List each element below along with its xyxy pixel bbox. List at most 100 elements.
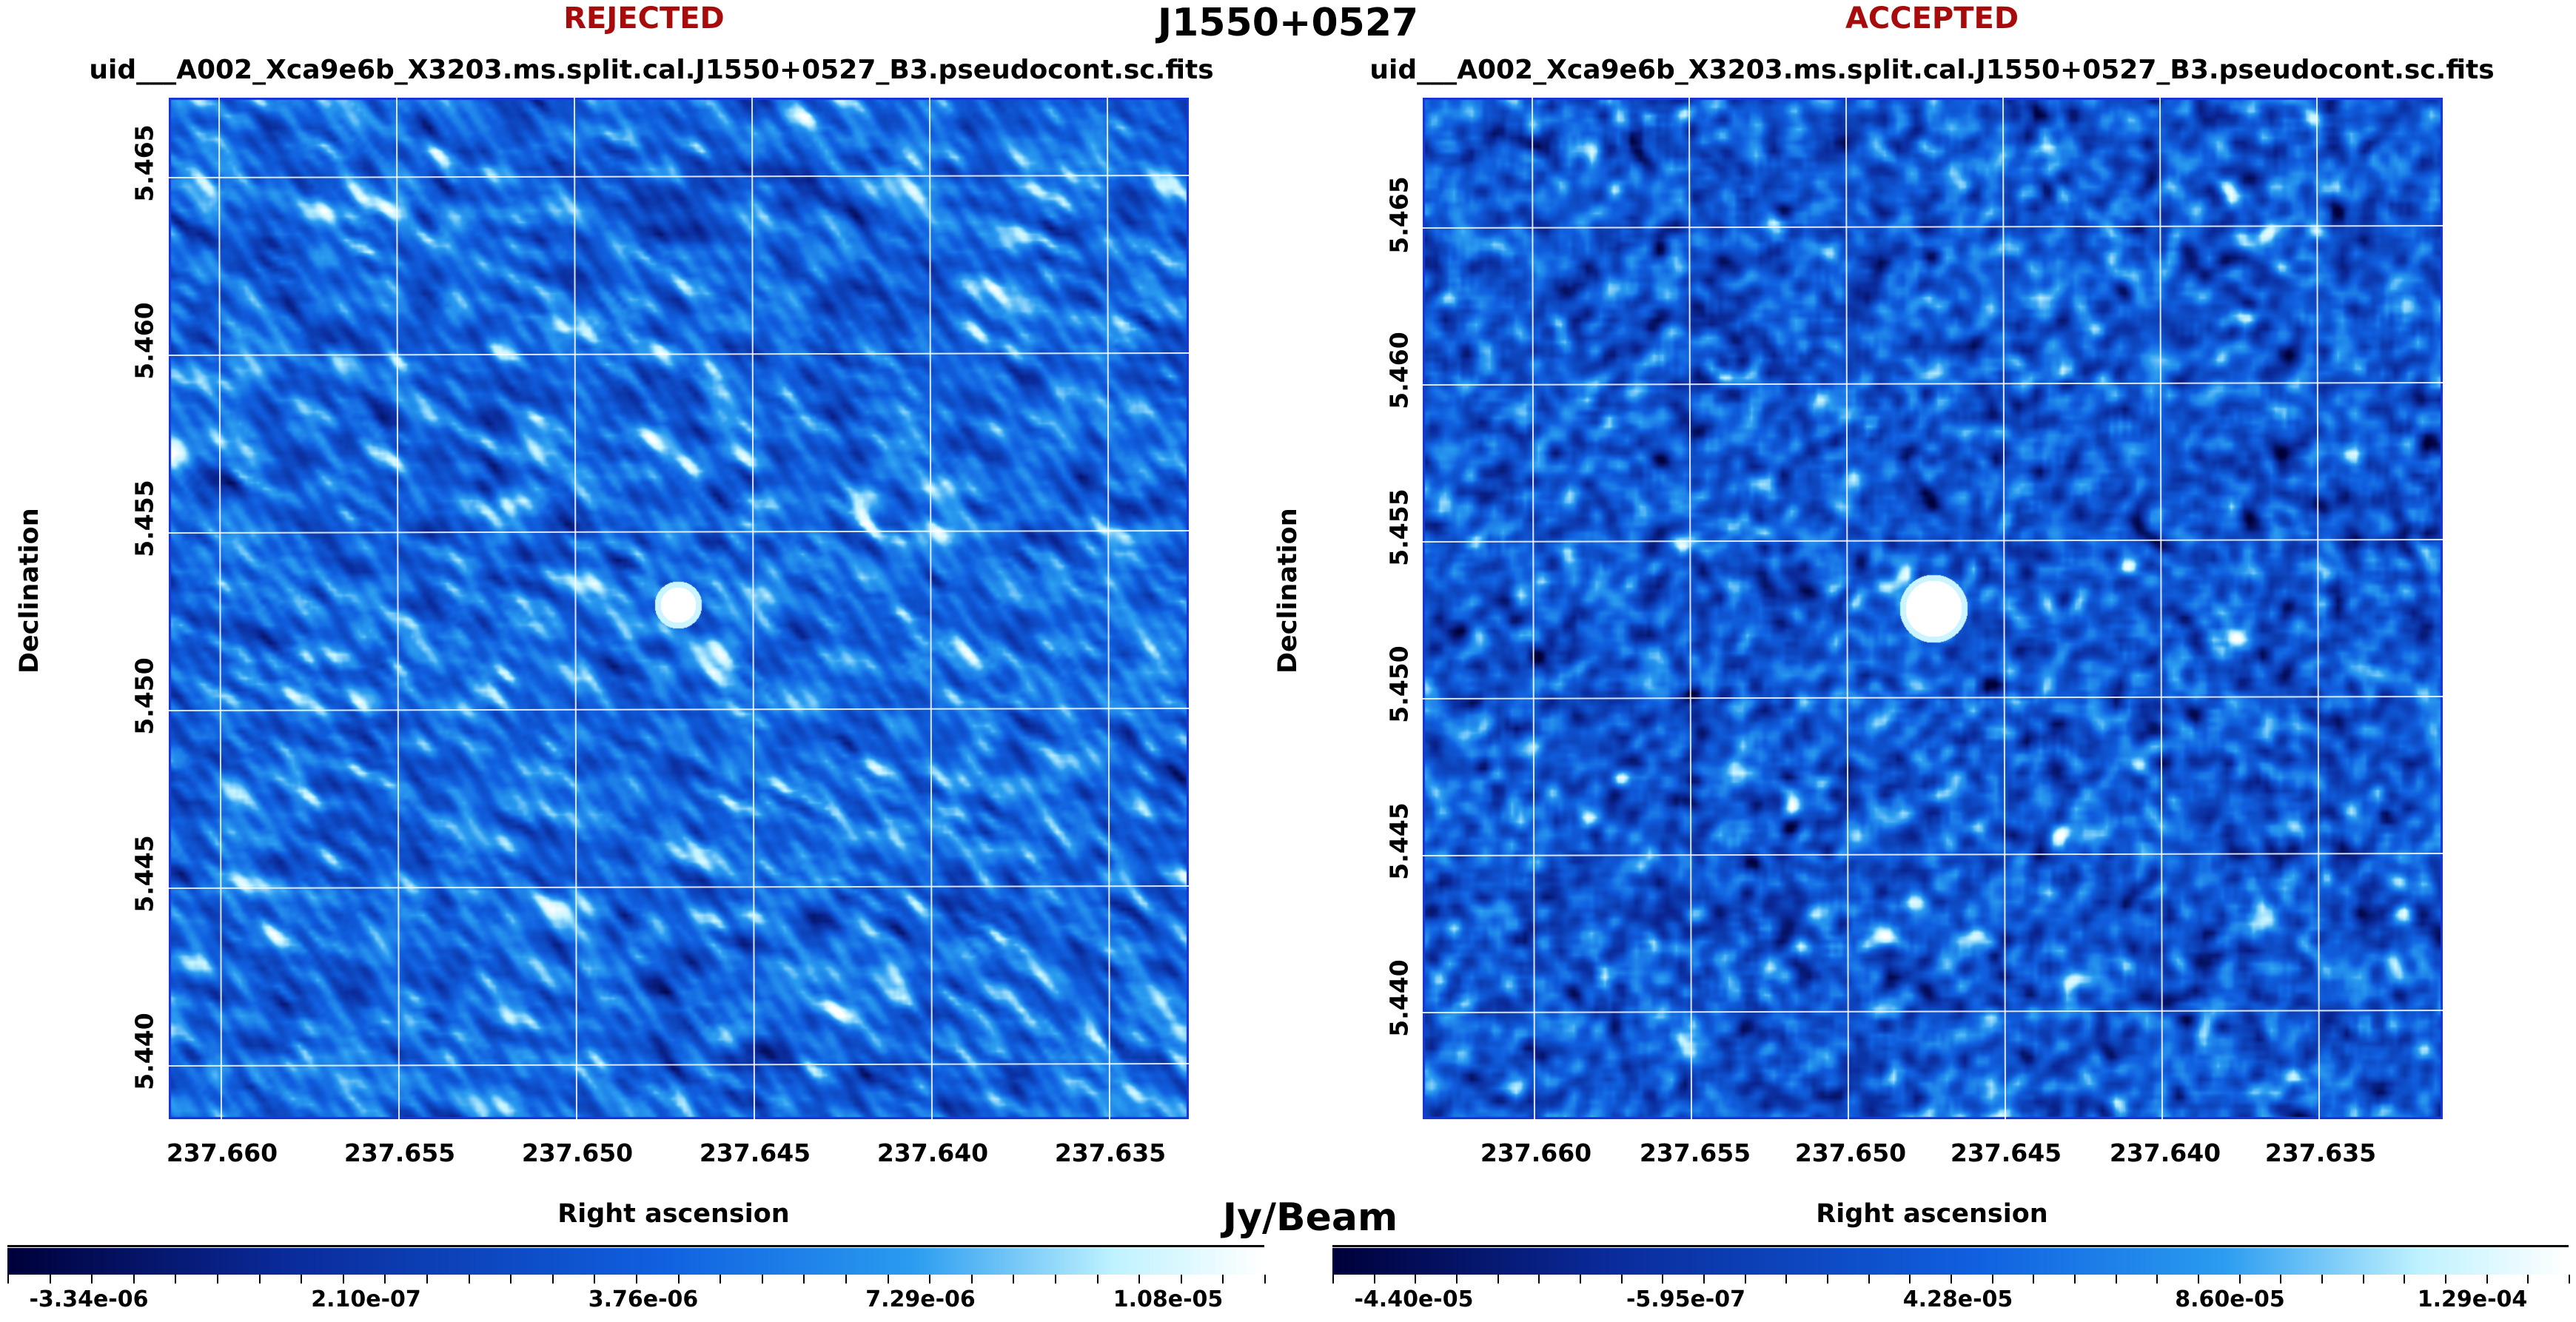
colorbar-tick-mark	[1703, 1275, 1705, 1284]
y-tick-label: 5.450	[130, 657, 159, 735]
grid-line-horizontal	[169, 352, 1189, 356]
y-tick-label: 5.445	[130, 835, 159, 913]
colorbar-tick-mark	[1580, 1275, 1581, 1284]
colorbar-tick-mark	[2156, 1275, 2159, 1284]
colorbar-unit-label: Jy/Beam	[1222, 1195, 1398, 1240]
colorbar-tick-mark	[1620, 1275, 1623, 1284]
x-tick-label: 237.655	[1639, 1138, 1751, 1167]
left-image-panel	[169, 98, 1189, 1119]
colorbar-tick-mark	[1373, 1275, 1375, 1284]
colorbar-tick-mark	[1096, 1275, 1099, 1284]
colorbar-tick-mark	[677, 1275, 680, 1284]
colorbar-tick-label: -3.34e-06	[29, 1286, 149, 1312]
grid-line-vertical	[1107, 98, 1110, 1119]
grid-line-vertical	[2316, 98, 2320, 1119]
accepted-label: ACCEPTED	[1845, 1, 2019, 36]
right-ylabel: Declination	[1273, 508, 1303, 674]
right-filename: uid___A002_Xca9e6b_X3203.ms.split.cal.J1…	[1369, 55, 2495, 85]
colorbar-tick-mark	[468, 1275, 470, 1284]
y-tick-label: 5.455	[130, 480, 159, 557]
right-coordinate-grid	[1423, 98, 2443, 1119]
colorbar-tick-mark	[929, 1275, 931, 1284]
colorbar-tick-mark	[301, 1275, 303, 1284]
y-tick-label: 5.450	[1384, 645, 1414, 723]
colorbar-tick-mark	[258, 1275, 261, 1284]
colorbar-tick-mark	[7, 1275, 9, 1284]
x-tick-label: 237.650	[1794, 1138, 1907, 1167]
right-colorbar	[1332, 1248, 2569, 1275]
grid-line-horizontal	[1423, 853, 2443, 856]
colorbar-tick-mark	[1662, 1275, 1664, 1284]
grid-line-vertical	[751, 98, 755, 1119]
grid-line-horizontal	[169, 1063, 1189, 1067]
grid-line-horizontal	[1423, 225, 2443, 229]
colorbar-tick-mark	[845, 1275, 847, 1284]
left-xlabel: Right ascension	[557, 1199, 790, 1229]
colorbar-tick-mark	[2569, 1275, 2570, 1284]
grid-line-vertical	[574, 98, 577, 1119]
colorbar-tick-mark	[2115, 1275, 2117, 1284]
colorbar-tick-mark	[1332, 1275, 1334, 1284]
right-xlabel: Right ascension	[1816, 1199, 2048, 1229]
y-tick-label: 5.460	[130, 302, 159, 380]
colorbar-tick-mark	[2238, 1275, 2241, 1284]
colorbar-tick-mark	[1785, 1275, 1788, 1284]
y-tick-label: 5.440	[130, 1013, 159, 1090]
colorbar-tick-label: 7.29e-06	[865, 1286, 976, 1312]
y-tick-label: 5.455	[1384, 489, 1414, 566]
grid-line-vertical	[1532, 98, 1535, 1119]
x-tick-label: 237.635	[1054, 1138, 1167, 1167]
colorbar-tick-mark	[1868, 1275, 1870, 1284]
colorbar-tick-mark	[2198, 1275, 2199, 1284]
grid-line-horizontal	[169, 708, 1189, 711]
colorbar-tick-mark	[2280, 1275, 2282, 1284]
grid-line-vertical	[1845, 98, 1849, 1119]
right-radio-image	[1423, 98, 2443, 1119]
colorbar-tick-mark	[720, 1275, 722, 1284]
colorbar-tick-mark	[1991, 1275, 1993, 1284]
colorbar-tick-mark	[1055, 1275, 1056, 1284]
colorbar-tick-mark	[551, 1275, 554, 1284]
x-tick-label: 237.655	[343, 1138, 456, 1167]
colorbar-tick-mark	[384, 1275, 386, 1284]
colorbar-tick-mark	[1909, 1275, 1911, 1284]
colorbar-tick-mark	[426, 1275, 428, 1284]
grid-line-horizontal	[1423, 539, 2443, 543]
colorbar-tick-mark	[510, 1275, 512, 1284]
y-tick-label: 5.460	[1384, 332, 1414, 409]
grid-line-horizontal	[1423, 382, 2443, 386]
grid-line-horizontal	[1423, 696, 2443, 699]
grid-line-vertical	[929, 98, 933, 1119]
x-tick-label: 237.640	[2109, 1138, 2221, 1167]
colorbar-tick-mark	[2486, 1275, 2488, 1284]
grid-line-horizontal	[169, 530, 1189, 534]
y-tick-label: 5.465	[130, 124, 159, 202]
colorbar-tick-label: -5.95e-07	[1626, 1286, 1745, 1312]
colorbar-tick-mark	[1222, 1275, 1224, 1284]
colorbar-tick-mark	[803, 1275, 805, 1284]
grid-line-horizontal	[169, 175, 1189, 178]
grid-line-horizontal	[1423, 1010, 2443, 1013]
colorbar-tick-mark	[1013, 1275, 1015, 1284]
x-tick-label: 237.650	[521, 1138, 634, 1167]
x-tick-label: 237.645	[1950, 1138, 2062, 1167]
colorbar-tick-mark	[761, 1275, 763, 1284]
colorbar-tick-mark	[2033, 1275, 2035, 1284]
colorbar-tick-mark	[1951, 1275, 1952, 1284]
grid-line-vertical	[396, 98, 400, 1119]
colorbar-tick-label: 1.08e-05	[1113, 1286, 1224, 1312]
x-tick-label: 237.645	[699, 1138, 811, 1167]
colorbar-tick-mark	[970, 1275, 973, 1284]
colorbar-tick-mark	[594, 1275, 596, 1284]
x-tick-label: 237.660	[1480, 1138, 1592, 1167]
colorbar-tick-mark	[2362, 1275, 2364, 1284]
right-image-panel	[1423, 98, 2443, 1119]
left-colorbar	[7, 1248, 1264, 1275]
colorbar-tick-mark	[49, 1275, 51, 1284]
left-colorbar-top-line	[7, 1245, 1264, 1247]
colorbar-tick-mark	[2321, 1275, 2323, 1284]
colorbar-tick-mark	[1138, 1275, 1141, 1284]
rejected-label: REJECTED	[563, 1, 725, 36]
colorbar-tick-mark	[2074, 1275, 2076, 1284]
colorbar-tick-mark	[2527, 1275, 2529, 1284]
